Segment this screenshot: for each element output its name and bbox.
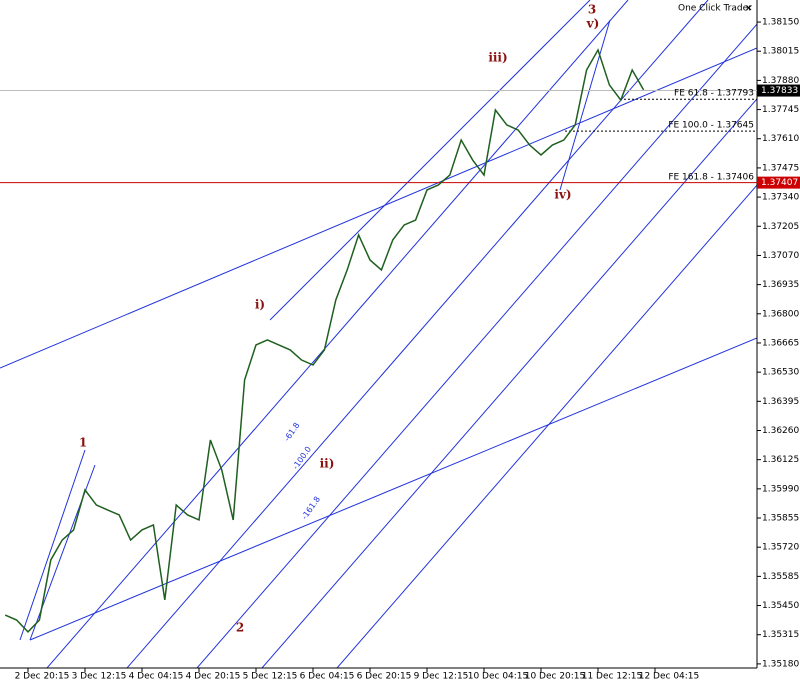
wave-label: 2	[236, 621, 244, 635]
y-tick-label: 1.38150	[762, 18, 799, 28]
x-tick-label: 12 Dec 04:15	[639, 672, 700, 682]
y-tick-label: 1.36260	[762, 426, 799, 436]
price-line	[4, 48, 645, 633]
trend-line	[0, 47, 757, 369]
y-tick-label: 1.35180	[762, 659, 799, 669]
trend-line	[559, 19, 611, 191]
y-tick-label: 1.37475	[762, 163, 799, 173]
trend-line	[126, 0, 709, 668]
y-tick-label: 1.35990	[762, 484, 799, 494]
wave-label: ii)	[320, 457, 335, 471]
wave-label: iii)	[488, 51, 507, 65]
fe-label: FE 61.8 - 1.37793	[674, 89, 754, 99]
fe-label: FE 161.8 - 1.37406	[668, 172, 754, 182]
x-tick-label: 6 Dec 04:15	[300, 672, 355, 682]
panel[interactable]: One Click Trader ×	[678, 4, 753, 14]
y-tick-label: 1.37070	[762, 251, 799, 261]
y-tick-label: 1.37205	[762, 222, 799, 232]
trend-line	[196, 23, 757, 668]
y-tick-label: 1.37880	[762, 76, 799, 86]
x-tick-label: 5 Dec 12:15	[243, 672, 298, 682]
y-tick-label: 1.35450	[762, 601, 799, 611]
wave-label: 1	[79, 436, 87, 450]
y-tick-label: 1.36665	[762, 338, 799, 348]
current-price-tag	[757, 84, 800, 97]
y-tick-label: 1.36125	[762, 455, 799, 465]
hline-label: 1.37407	[761, 178, 798, 188]
x-tick-label: 4 Dec 04:15	[129, 672, 184, 682]
trend-line	[261, 98, 757, 668]
wave-label: 3	[588, 3, 596, 17]
current-price-label: 1.37833	[761, 86, 798, 96]
x-tick-label: 4 Dec 20:15	[186, 672, 241, 682]
x-tick-label: 2 Dec 20:15	[15, 672, 70, 682]
y-tick-label: 1.37340	[762, 193, 799, 203]
trend-line	[269, 0, 591, 321]
y-tick-label: 1.35585	[762, 572, 799, 582]
hline-tag	[757, 176, 800, 189]
wave-label: iv)	[554, 188, 571, 202]
y-tick-label: 1.36395	[762, 397, 799, 407]
trend-line	[336, 184, 757, 668]
x-tick-label: 3 Dec 12:15	[72, 672, 127, 682]
y-tick-label: 1.36935	[762, 280, 799, 290]
y-tick-label: 1.37610	[762, 134, 799, 144]
trend-line	[29, 337, 757, 641]
x-tick-label: 10 Dec 04:15	[468, 672, 529, 682]
y-tick-label: 1.35855	[762, 514, 799, 524]
x-tick-label: 10 Dec 20:15	[525, 672, 586, 682]
y-tick-label: 1.36800	[762, 309, 799, 319]
fib-label: -61.8	[282, 421, 301, 443]
x-tick-label: 9 Dec 12:15	[414, 672, 469, 682]
panel-close[interactable]: ×	[745, 4, 753, 14]
y-tick-label: 1.35720	[762, 543, 799, 553]
x-tick-label: 11 Dec 12:15	[582, 672, 643, 682]
y-tick-label: 1.37745	[762, 105, 799, 115]
wave-label: v)	[586, 17, 600, 31]
y-tick-label: 1.35315	[762, 630, 799, 640]
y-tick-label: 1.38015	[762, 47, 799, 57]
trend-line	[46, 0, 629, 668]
wave-label: i)	[255, 298, 265, 312]
trend-line	[19, 449, 86, 641]
fe-label: FE 100.0 - 1.37645	[668, 121, 754, 131]
y-tick-label: 1.36530	[762, 368, 799, 378]
panel-title: One Click Trader	[678, 4, 752, 14]
fib-label: -161.8	[300, 495, 322, 521]
x-tick-label: 6 Dec 20:15	[357, 672, 412, 682]
